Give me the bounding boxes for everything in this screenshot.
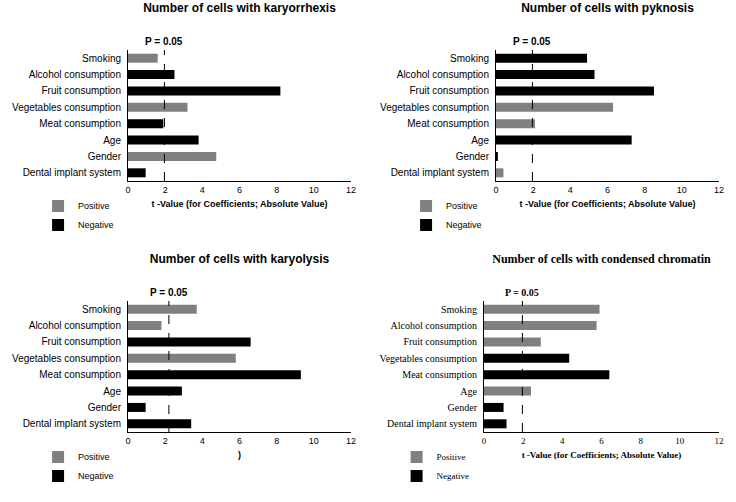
svg-text:Number of cells with karyorrhe: Number of cells with karyorrhexis (143, 1, 336, 15)
svg-text:Age: Age (103, 135, 121, 146)
svg-text:Vegetables consumption: Vegetables consumption (12, 353, 121, 364)
svg-text:Negative: Negative (78, 220, 114, 230)
svg-text:Fruit consumption: Fruit consumption (410, 85, 489, 96)
svg-text:6: 6 (605, 185, 610, 195)
svg-text:Gender: Gender (88, 151, 122, 162)
svg-text:Vegetables consumption: Vegetables consumption (12, 102, 121, 113)
svg-text:Alcohol consumption: Alcohol consumption (391, 320, 477, 331)
svg-text:4: 4 (560, 436, 565, 446)
svg-text:Dental implant system: Dental implant system (23, 418, 121, 429)
svg-text:12: 12 (714, 185, 724, 195)
svg-text:0: 0 (125, 185, 130, 195)
svg-text:0: 0 (125, 436, 130, 446)
svg-text:0: 0 (493, 185, 498, 195)
svg-text:Number of cells with condensed: Number of cells with condensed chromatin (492, 252, 711, 266)
svg-text:8: 8 (638, 436, 643, 446)
svg-text:6: 6 (599, 436, 604, 446)
svg-text:P = 0.05: P = 0.05 (145, 36, 183, 47)
svg-text:): ) (238, 450, 241, 460)
svg-text:6: 6 (237, 185, 242, 195)
svg-text:10: 10 (675, 436, 685, 446)
svg-text:10: 10 (309, 185, 319, 195)
svg-text:2: 2 (163, 185, 168, 195)
svg-text:Negative: Negative (78, 471, 114, 481)
svg-text:12: 12 (715, 436, 724, 446)
svg-text:Vegetables consumption: Vegetables consumption (380, 353, 477, 364)
svg-text:Gender: Gender (456, 151, 490, 162)
svg-text:12: 12 (346, 185, 356, 195)
svg-text:t -Value (for Coefficients; Ab: t -Value (for Coefficients; Absolute Val… (522, 450, 682, 460)
svg-text:t -Value (for Coefficients; Ab: t -Value (for Coefficients; Absolute Val… (519, 199, 695, 209)
svg-text:8: 8 (642, 185, 647, 195)
svg-text:P = 0.05: P = 0.05 (150, 287, 188, 298)
svg-text:Age: Age (460, 386, 477, 397)
svg-text:4: 4 (200, 185, 205, 195)
svg-text:Fruit consumption: Fruit consumption (42, 85, 121, 96)
svg-text:Alcohol consumption: Alcohol consumption (29, 69, 121, 80)
svg-text:2: 2 (521, 436, 526, 446)
svg-text:Smoking: Smoking (82, 304, 121, 315)
svg-text:10: 10 (677, 185, 687, 195)
svg-text:Meat consumption: Meat consumption (402, 369, 477, 380)
svg-text:Smoking: Smoking (450, 53, 489, 64)
svg-text:10: 10 (309, 436, 319, 446)
svg-text:Dental implant system: Dental implant system (391, 167, 489, 178)
svg-text:2: 2 (163, 436, 168, 446)
svg-text:2: 2 (531, 185, 536, 195)
svg-text:Positive: Positive (446, 201, 478, 211)
svg-text:Meat consumption: Meat consumption (39, 118, 121, 129)
svg-text:Dental implant system: Dental implant system (23, 167, 121, 178)
svg-text:Age: Age (103, 386, 121, 397)
svg-text:Negative: Negative (437, 471, 469, 481)
svg-text:Number of cells with karyolysi: Number of cells with karyolysis (150, 252, 330, 266)
svg-text:t -Value (for Coefficients; Ab: t -Value (for Coefficients; Absolute Val… (151, 199, 327, 209)
svg-text:8: 8 (274, 436, 279, 446)
svg-text:Gender: Gender (448, 402, 478, 413)
svg-text:Positive: Positive (437, 452, 466, 462)
svg-text:8: 8 (274, 185, 279, 195)
svg-text:4: 4 (568, 185, 573, 195)
svg-text:Smoking: Smoking (441, 304, 477, 315)
svg-text:Fruit consumption: Fruit consumption (42, 336, 121, 347)
svg-text:Meat consumption: Meat consumption (39, 369, 121, 380)
svg-text:Alcohol consumption: Alcohol consumption (397, 69, 489, 80)
svg-text:Alcohol consumption: Alcohol consumption (29, 320, 121, 331)
svg-text:Positive: Positive (78, 452, 110, 462)
svg-text:Gender: Gender (88, 402, 122, 413)
svg-text:Number of cells with pyknosis: Number of cells with pyknosis (521, 1, 694, 15)
svg-text:0: 0 (482, 436, 487, 446)
svg-text:P = 0.05: P = 0.05 (505, 287, 539, 298)
svg-text:Smoking: Smoking (82, 53, 121, 64)
svg-text:Vegetables consumption: Vegetables consumption (380, 102, 489, 113)
svg-text:12: 12 (346, 436, 356, 446)
svg-text:Negative: Negative (446, 220, 482, 230)
svg-text:Fruit consumption: Fruit consumption (403, 336, 477, 347)
svg-text:Age: Age (471, 135, 489, 146)
svg-text:Dental implant system: Dental implant system (387, 418, 477, 429)
svg-text:6: 6 (237, 436, 242, 446)
svg-text:Meat consumption: Meat consumption (407, 118, 489, 129)
svg-text:4: 4 (200, 436, 205, 446)
svg-text:P = 0.05: P = 0.05 (513, 36, 551, 47)
svg-text:Positive: Positive (78, 201, 110, 211)
